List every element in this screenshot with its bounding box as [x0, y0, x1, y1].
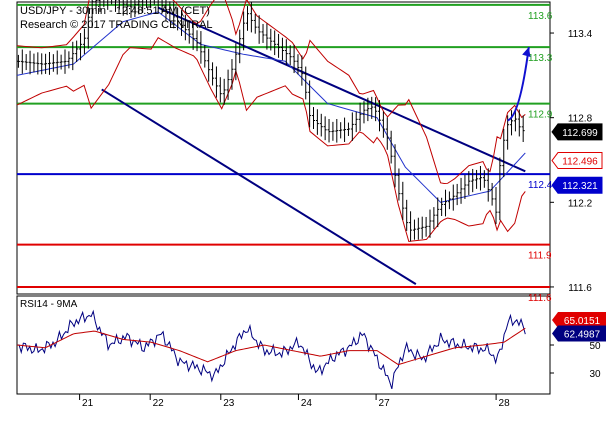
support-resistance-levels: 113.6 113.3 112.9 112.4 111.9 111.6	[17, 3, 553, 304]
trend-channel	[101, 6, 526, 285]
level-label-4: 111.9	[528, 251, 552, 262]
forecast-arrow-head	[522, 47, 531, 57]
date-tick-label-4: 27	[379, 398, 391, 409]
forecast-arrow	[507, 47, 531, 122]
level-label-5: 111.6	[528, 293, 552, 304]
forecast-arrow-shaft	[507, 47, 530, 122]
rsi-tag-label-0: 65.0151	[564, 316, 601, 327]
price-panel-frame	[16, 1, 551, 295]
lower-band	[16, 37, 526, 242]
price-tag-box-2	[551, 176, 603, 194]
rsi-title: RSI14 - 9MA	[20, 299, 78, 310]
rsi-series	[16, 309, 526, 390]
price-tag-label-0: 112.699	[562, 128, 598, 139]
date-tick-label-1: 22	[153, 398, 165, 409]
date-tick-label-3: 24	[301, 398, 313, 409]
channel-line-0	[157, 6, 526, 173]
rsi-line-rsi	[16, 309, 526, 390]
price-y-axis: 113.4 112.8 112.2 111.6	[550, 29, 593, 294]
chart-header-research: Research © 2017 TRADING CENTRAL	[20, 19, 213, 31]
date-x-axis: 21 22 23 24 27 28	[79, 394, 511, 409]
rsi-tick-label-0: 50	[589, 341, 601, 352]
rsi-y-axis: 50 30	[550, 341, 601, 380]
rsi-tag-label-1: 62.4987	[564, 330, 601, 341]
upper-band	[16, 0, 526, 185]
ma-line	[16, 11, 526, 203]
price-tags: 112.699 112.496 112.321	[551, 123, 603, 194]
level-label-2: 112.9	[528, 110, 553, 121]
price-tick-label-2: 112.2	[568, 198, 593, 209]
date-tick-label-5: 28	[499, 398, 511, 409]
bollinger-bands	[16, 0, 526, 242]
rsi-line-ma	[16, 327, 526, 366]
date-tick-label-0: 21	[82, 398, 94, 409]
price-tag-box-1	[551, 152, 603, 170]
price-tag-label-2: 112.321	[562, 181, 598, 192]
price-tag-box-0	[551, 123, 603, 141]
rsi-tag-box-1	[552, 325, 606, 342]
chart-header-title: USD/JPY - 30min - 12:48:51 AM (CET)	[20, 5, 210, 17]
price-tick-label-3: 111.6	[568, 283, 592, 294]
price-tick-label-1: 112.8	[568, 114, 593, 125]
level-label-3: 112.4	[528, 180, 553, 191]
channel-line-1	[101, 88, 417, 285]
rsi-tag-box-0	[552, 311, 606, 328]
price-candles	[16, 0, 525, 242]
level-label-0: 113.6	[528, 11, 553, 22]
price-tag-label-1: 112.496	[562, 157, 598, 168]
moving-average	[16, 11, 526, 203]
rsi-tags: 65.0151 62.4987	[552, 311, 606, 342]
date-tick-label-2: 23	[223, 398, 235, 409]
rsi-tick-label-1: 30	[589, 369, 601, 380]
price-tick-label-0: 113.4	[568, 29, 593, 40]
level-label-1: 113.3	[528, 53, 553, 64]
